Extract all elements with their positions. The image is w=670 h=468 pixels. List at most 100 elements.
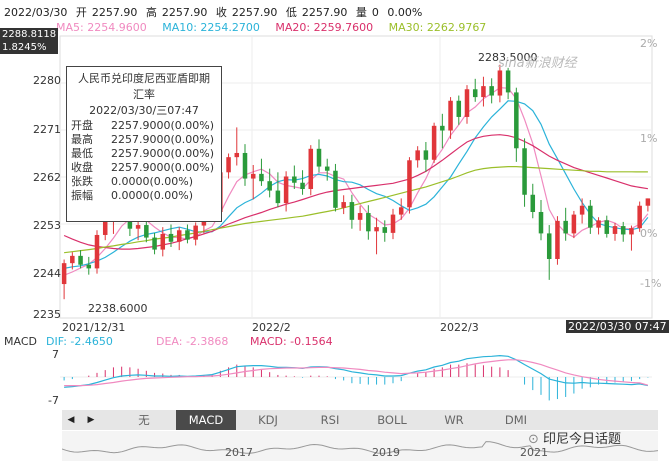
- macd-title: MACD: [4, 335, 37, 348]
- candle-body: [94, 234, 100, 269]
- candle-body: [144, 225, 149, 238]
- tooltip-value: 2257.9000(0.00%): [111, 119, 215, 132]
- candle-body: [160, 233, 166, 250]
- tooltip-value: 2257.9000(0.00%): [111, 147, 215, 160]
- candle-body: [78, 255, 83, 265]
- candle-body: [571, 214, 577, 234]
- macd-chart: [60, 354, 652, 401]
- tab-wr[interactable]: WR: [444, 413, 464, 427]
- volume-label: 量: [355, 6, 367, 19]
- navigator-background: [62, 431, 658, 461]
- candle-body: [152, 237, 157, 250]
- watermark: sina新浪财经: [498, 56, 577, 71]
- tooltip-title-line2: 汇率: [133, 88, 155, 101]
- tooltip-key: 最高: [71, 133, 93, 146]
- candle-body: [637, 205, 642, 229]
- ohlc-tooltip: 人民币兑印度尼西亚盾即期 汇率 2022/03/30/三07:47 开盘 2257…: [66, 66, 222, 222]
- candle-body: [333, 170, 338, 208]
- candle-body: [292, 176, 297, 183]
- candle-body: [538, 211, 544, 234]
- candle-body: [324, 166, 330, 171]
- scroll-right-arrow-icon[interactable]: ▶: [87, 415, 95, 425]
- y-tick-label: 2235: [33, 308, 61, 321]
- tooltip-row: 最高 2257.9000(0.00%): [67, 133, 221, 147]
- high-label: 高: [145, 6, 157, 19]
- y-right-tick-label: 1%: [640, 132, 658, 145]
- candle-body: [168, 233, 174, 242]
- candle-body: [489, 86, 494, 96]
- tooltip-key: 张跌: [71, 175, 93, 188]
- tooltip-key: 振幅: [71, 189, 93, 202]
- ma10-legend: MA10: 2254.2700: [162, 21, 260, 34]
- candle-body: [300, 182, 305, 190]
- candle-body: [464, 89, 470, 117]
- y-right-tick-label: 0%: [640, 227, 658, 240]
- candle-body: [645, 198, 651, 206]
- tooltip-datetime: 2022/03/30/三07:47: [89, 104, 199, 117]
- tab-kdj[interactable]: KDJ: [258, 413, 278, 427]
- candle-body: [604, 220, 610, 234]
- low-annotation: 2238.6000: [88, 302, 148, 315]
- y-right-tick-label: 2%: [640, 37, 658, 50]
- tooltip-row: 振幅 0.0000(0.00%): [67, 189, 221, 203]
- candle-body: [86, 264, 92, 269]
- open-label: 开: [75, 6, 87, 19]
- range-navigator[interactable]: [62, 431, 658, 461]
- ma-legend: MA5: 2254.9600 MA10: 2254.2700 MA20: 225…: [56, 21, 498, 34]
- candle-body: [176, 230, 182, 242]
- candle-body: [267, 181, 272, 191]
- wechat-icon: ⊙: [528, 432, 539, 447]
- candle-body: [407, 160, 412, 208]
- y-tick-label: 2280: [33, 74, 61, 87]
- candle-body: [226, 157, 231, 173]
- tooltip-key: 最低: [71, 147, 93, 160]
- candle-body: [423, 150, 429, 160]
- candle-body: [596, 220, 601, 228]
- candle-body: [135, 225, 141, 229]
- tooltip-value: 0.0000(0.00%): [111, 189, 194, 202]
- candle-body: [522, 148, 527, 195]
- dea-line: [64, 359, 649, 387]
- price-scale-box: 2288.8118: [0, 28, 58, 41]
- change-percent: 0.00%: [387, 6, 423, 19]
- macd-value-label: MACD: -0.1564: [250, 335, 333, 348]
- candle-body: [308, 148, 314, 190]
- y-tick-label: 2253: [33, 219, 61, 232]
- tab-rsi[interactable]: RSI: [320, 413, 340, 427]
- candle-body: [316, 148, 322, 167]
- y-tick-label: 2262: [33, 171, 61, 184]
- tooltip-row: 开盘 2257.9000(0.00%): [67, 119, 221, 133]
- x-tick-label: 2021/12/31: [62, 321, 126, 334]
- candle-body: [620, 226, 626, 235]
- x-tick-label: 2022/3: [440, 321, 479, 334]
- scroll-left-arrow-icon[interactable]: ◀: [67, 415, 75, 425]
- tab-dmi[interactable]: DMI: [504, 413, 528, 427]
- candle-body: [415, 150, 420, 161]
- candle-body: [185, 230, 190, 240]
- y-right-tick-label: -1%: [640, 277, 662, 290]
- tab-none[interactable]: 无: [138, 413, 150, 427]
- candle-body: [546, 233, 552, 259]
- navigator-series: [62, 441, 658, 454]
- tab-boll[interactable]: BOLL: [377, 413, 407, 427]
- high-annotation: 2283.5000: [478, 51, 538, 64]
- ma20-legend: MA20: 2259.7600: [275, 21, 374, 34]
- candle-body: [341, 202, 346, 208]
- ma10-line: [63, 100, 649, 269]
- candle-body: [563, 220, 568, 234]
- tab-macd[interactable]: MACD: [176, 410, 236, 430]
- candle-body: [283, 176, 289, 204]
- candle-body: [629, 228, 634, 235]
- macd-dea-label: DEA: -2.3868: [156, 335, 229, 348]
- navigator-year: 2017: [225, 446, 253, 459]
- close-value: 2257.90: [231, 6, 278, 19]
- candle-body: [440, 125, 445, 131]
- candle-body: [234, 152, 240, 158]
- low-value: 2257.90: [301, 6, 348, 19]
- ma5-legend: MA5: 2254.9600: [56, 21, 147, 34]
- candle-body: [259, 173, 264, 182]
- tooltip-value: 2257.9000(0.00%): [111, 161, 215, 174]
- close-label: 收: [215, 6, 227, 19]
- candle-body: [102, 218, 108, 235]
